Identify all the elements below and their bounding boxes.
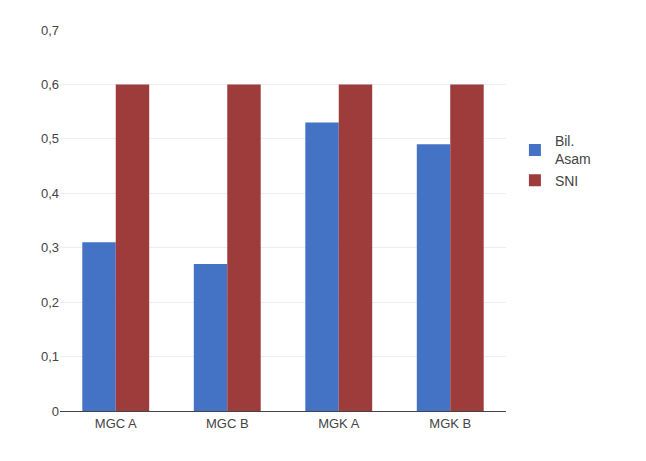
svg-text:0,7: 0,7	[41, 23, 59, 38]
svg-text:0,3: 0,3	[41, 240, 59, 255]
svg-text:0,4: 0,4	[41, 186, 59, 201]
svg-text:SNI: SNI	[555, 173, 578, 189]
svg-text:MGC B: MGC B	[206, 416, 249, 431]
svg-text:0,2: 0,2	[41, 295, 59, 310]
svg-text:MGK B: MGK B	[429, 416, 471, 431]
svg-text:MGC A: MGC A	[95, 416, 137, 431]
svg-text:MGK A: MGK A	[318, 416, 360, 431]
svg-text:0,1: 0,1	[41, 349, 59, 364]
svg-text:0: 0	[52, 404, 59, 419]
svg-text:Bil.Asam: Bil.Asam	[555, 133, 591, 167]
svg-text:0,5: 0,5	[41, 131, 59, 146]
svg-text:0,6: 0,6	[41, 77, 59, 92]
